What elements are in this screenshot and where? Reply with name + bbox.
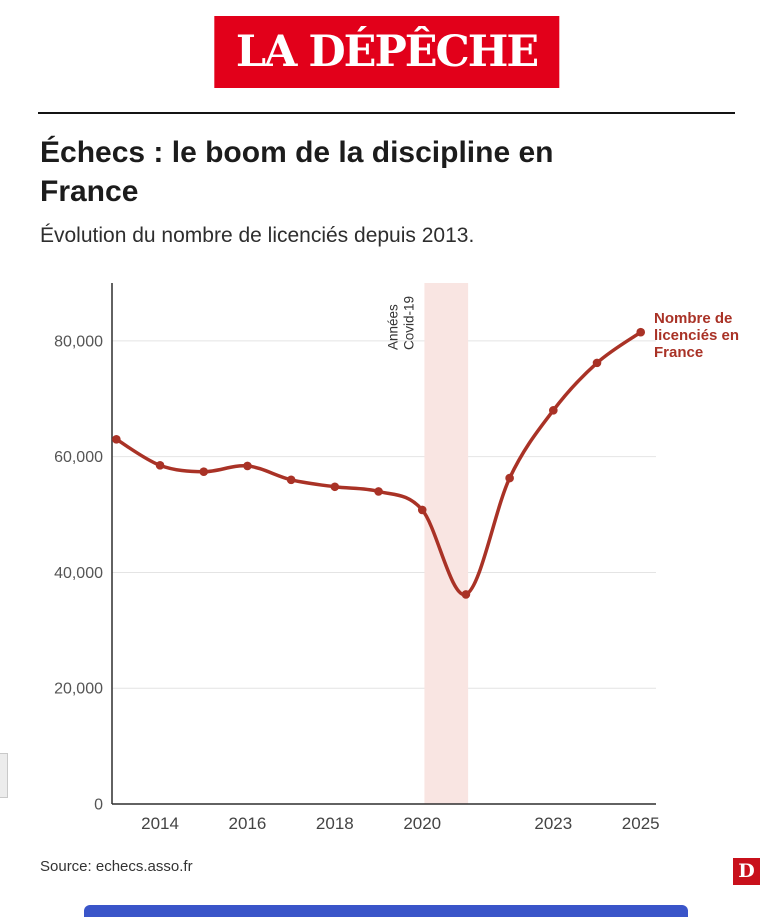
x-tick-label: 2025 bbox=[622, 814, 660, 833]
chart-area: Années Covid-19 0 20,000 40,000 60,000 80,000 2… bbox=[0, 268, 773, 848]
x-tick-label: 2016 bbox=[229, 814, 267, 833]
header-divider bbox=[38, 112, 735, 114]
series-label-line-1: Nombre de bbox=[654, 310, 733, 327]
data-point bbox=[374, 487, 383, 496]
left-edge-sliver bbox=[0, 753, 8, 798]
y-tick-label: 40,000 bbox=[54, 565, 103, 582]
data-point bbox=[112, 435, 121, 444]
series-label-line-2: licenciés en bbox=[654, 327, 740, 344]
licencies-line bbox=[114, 330, 643, 597]
data-point bbox=[286, 475, 296, 485]
page-subtitle: Évolution du nombre de licenciés depuis … bbox=[40, 224, 475, 247]
la-depeche-logo-text: LA DÉPÊCHE bbox=[235, 27, 539, 77]
data-point bbox=[549, 406, 558, 415]
covid-band bbox=[424, 283, 469, 804]
series-label-line-3: France bbox=[654, 344, 704, 361]
data-point bbox=[417, 505, 427, 515]
data-point bbox=[243, 461, 252, 471]
y-tick-label: 0 bbox=[94, 797, 103, 814]
page-title: Échecs : le boom de la discipline en Fra… bbox=[40, 136, 554, 208]
x-tick-label: 2018 bbox=[316, 814, 354, 833]
data-point bbox=[461, 590, 471, 599]
la-depeche-logo: LA DÉPÊCHE bbox=[213, 16, 560, 88]
y-tick-label: 20,000 bbox=[54, 681, 103, 698]
source-credit: Source: echecs.asso.fr bbox=[40, 858, 193, 875]
data-point bbox=[592, 358, 602, 368]
y-tick-label: 80,000 bbox=[54, 333, 103, 350]
data-point bbox=[505, 473, 514, 483]
licencies-line-chart: Années Covid-19 0 20,000 40,000 60,000 80,000 2… bbox=[54, 283, 660, 833]
covid-band-label: Années bbox=[385, 304, 400, 350]
data-point bbox=[636, 327, 646, 337]
y-tick-label: 60,000 bbox=[54, 449, 103, 466]
la-depeche-d-badge: D bbox=[733, 858, 760, 885]
x-tick-label: 2020 bbox=[403, 814, 441, 833]
data-point bbox=[330, 482, 340, 492]
data-point bbox=[155, 461, 165, 470]
data-point bbox=[199, 467, 209, 477]
bottom-blue-bar bbox=[84, 905, 688, 917]
series-label: Nombre de licenciés en France bbox=[654, 310, 769, 361]
x-tick-label: 2014 bbox=[141, 814, 179, 833]
covid-band-label: Covid-19 bbox=[401, 296, 416, 350]
x-tick-label: 2023 bbox=[534, 814, 572, 833]
